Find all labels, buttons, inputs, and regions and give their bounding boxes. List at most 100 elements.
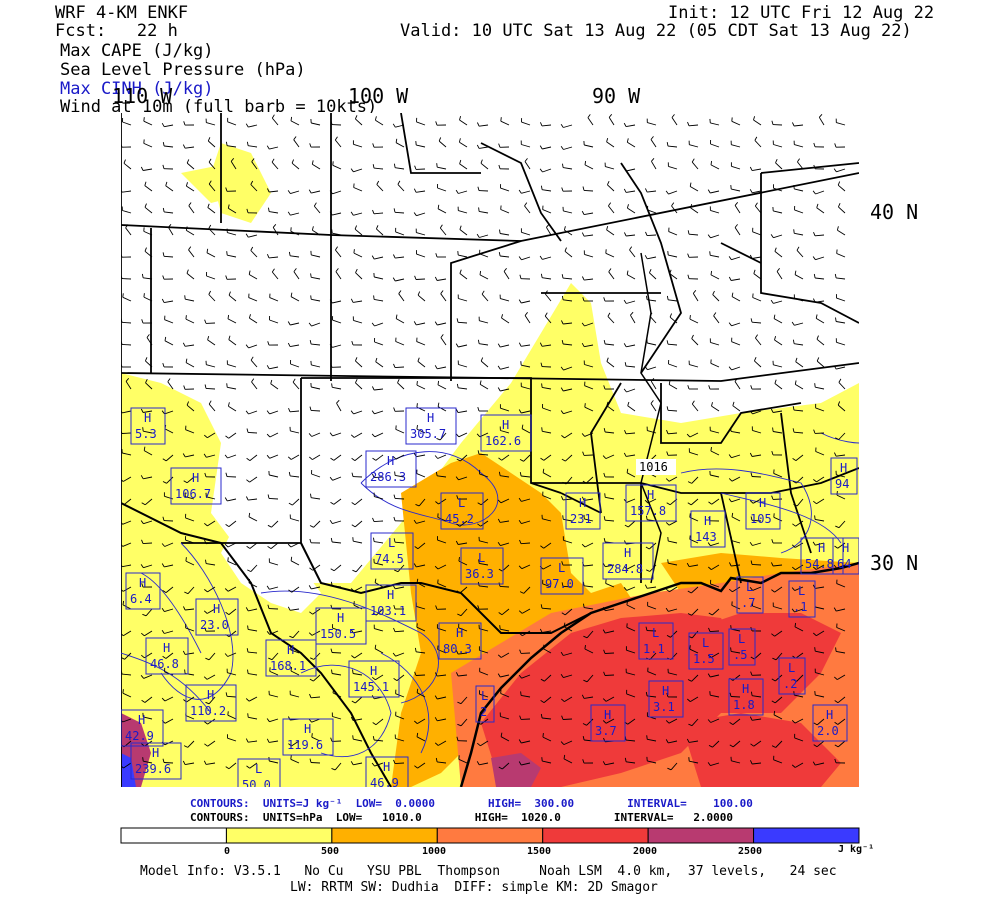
wind-barb — [626, 300, 636, 304]
wind-barb-flag — [434, 565, 439, 570]
wind-barb-flag — [623, 167, 627, 172]
colorbar-segment — [753, 827, 860, 844]
wind-barb — [185, 454, 195, 458]
wind-barb — [650, 139, 657, 148]
wind-barb-flag — [518, 409, 522, 414]
wind-barb-flag — [520, 691, 522, 696]
isobar-label: 1016 — [639, 460, 668, 474]
wind-barb-flag — [271, 158, 275, 163]
wind-barb-flag — [414, 671, 417, 676]
wind-barb — [836, 297, 846, 302]
wind-barb — [354, 228, 363, 236]
wind-barb-flag — [649, 312, 653, 317]
wind-barb — [311, 473, 321, 478]
wind-barb-flag — [791, 587, 796, 591]
wind-barb — [145, 382, 153, 390]
wind-barb — [416, 454, 426, 458]
wind-barb-flag — [184, 295, 186, 300]
wind-barb-flag — [455, 672, 459, 677]
wind-barb-flag — [603, 649, 606, 654]
wind-barb — [710, 190, 720, 194]
wind-barb — [226, 695, 237, 698]
wind-barb-flag — [288, 408, 291, 412]
wind-barb — [353, 300, 363, 303]
wind-barb — [836, 474, 846, 478]
wind-barb — [563, 410, 573, 415]
wind-barb — [521, 694, 531, 698]
wind-barb — [646, 234, 657, 237]
wind-barb — [794, 694, 804, 698]
wind-barb — [836, 168, 846, 173]
wind-barb-flag — [603, 385, 606, 390]
wind-barb — [542, 518, 552, 522]
wind-barb — [353, 762, 363, 766]
wind-barb-flag — [329, 299, 333, 304]
wind-barb-flag — [329, 211, 333, 216]
wind-barb-flag — [645, 546, 650, 550]
wind-barb-flag — [288, 589, 292, 593]
wind-barb — [479, 124, 489, 127]
wind-barb-flag — [666, 451, 669, 456]
wind-barb — [521, 190, 531, 194]
wind-barb-flag — [813, 273, 816, 279]
wind-barb-flag — [833, 168, 837, 173]
wind-barb — [795, 652, 804, 659]
pressure-center-value: 2 — [480, 705, 487, 719]
wind-barb — [290, 230, 300, 236]
wind-barb-flag — [457, 613, 462, 617]
wind-barb-flag — [480, 159, 483, 164]
wind-barb — [249, 317, 258, 324]
wind-barb — [458, 542, 468, 545]
wind-barb-flag — [227, 711, 229, 716]
wind-barb — [794, 542, 804, 548]
wind-barb — [627, 405, 636, 412]
wind-barb — [816, 360, 825, 368]
wind-barb — [562, 277, 573, 280]
wind-barb — [332, 627, 342, 632]
wind-barb-flag — [771, 120, 774, 125]
pressure-center-type: H — [152, 746, 159, 760]
wind-barb — [731, 144, 741, 148]
wind-barb-flag — [141, 539, 144, 544]
wind-barb — [248, 234, 258, 238]
wind-barb-flag — [414, 275, 417, 280]
wind-barb-flag — [477, 742, 481, 747]
wind-barb-flag — [371, 322, 375, 327]
wind-barb — [562, 585, 573, 588]
wind-barb — [144, 206, 153, 214]
wind-barb-flag — [392, 277, 396, 282]
wind-barb — [122, 718, 132, 723]
wind-barb — [354, 652, 363, 659]
wind-barb — [248, 344, 258, 349]
cape-white-west-texas — [221, 533, 321, 613]
wind-barb-flag — [771, 678, 776, 682]
wind-barb-flag — [225, 435, 229, 439]
wind-barb — [272, 227, 279, 236]
wind-barb — [604, 674, 615, 676]
wind-barb — [374, 298, 384, 302]
wind-barb — [458, 254, 468, 258]
wind-barb — [669, 273, 678, 280]
wind-barb-flag — [519, 539, 522, 544]
wind-barb-flag — [287, 342, 291, 347]
wind-barb — [332, 232, 342, 236]
wind-barb — [647, 256, 657, 260]
wind-barb — [689, 648, 699, 654]
wind-barb — [605, 718, 615, 724]
cape-red-3 — [681, 713, 841, 787]
wind-barb-flag — [455, 433, 460, 438]
wind-barb-flag — [350, 168, 354, 173]
wind-barb — [815, 650, 825, 654]
wind-barb — [164, 145, 174, 148]
wind-barb-flag — [477, 339, 480, 344]
wind-barb-flag — [669, 269, 672, 274]
wind-barb-flag — [437, 402, 440, 407]
wind-barb — [751, 519, 762, 522]
pressure-center-value: 239.6 — [135, 762, 171, 776]
wind-barb-flag — [121, 670, 123, 675]
wind-barb — [500, 430, 510, 434]
wind-barb — [586, 718, 594, 726]
wind-barb-flag — [350, 410, 354, 415]
